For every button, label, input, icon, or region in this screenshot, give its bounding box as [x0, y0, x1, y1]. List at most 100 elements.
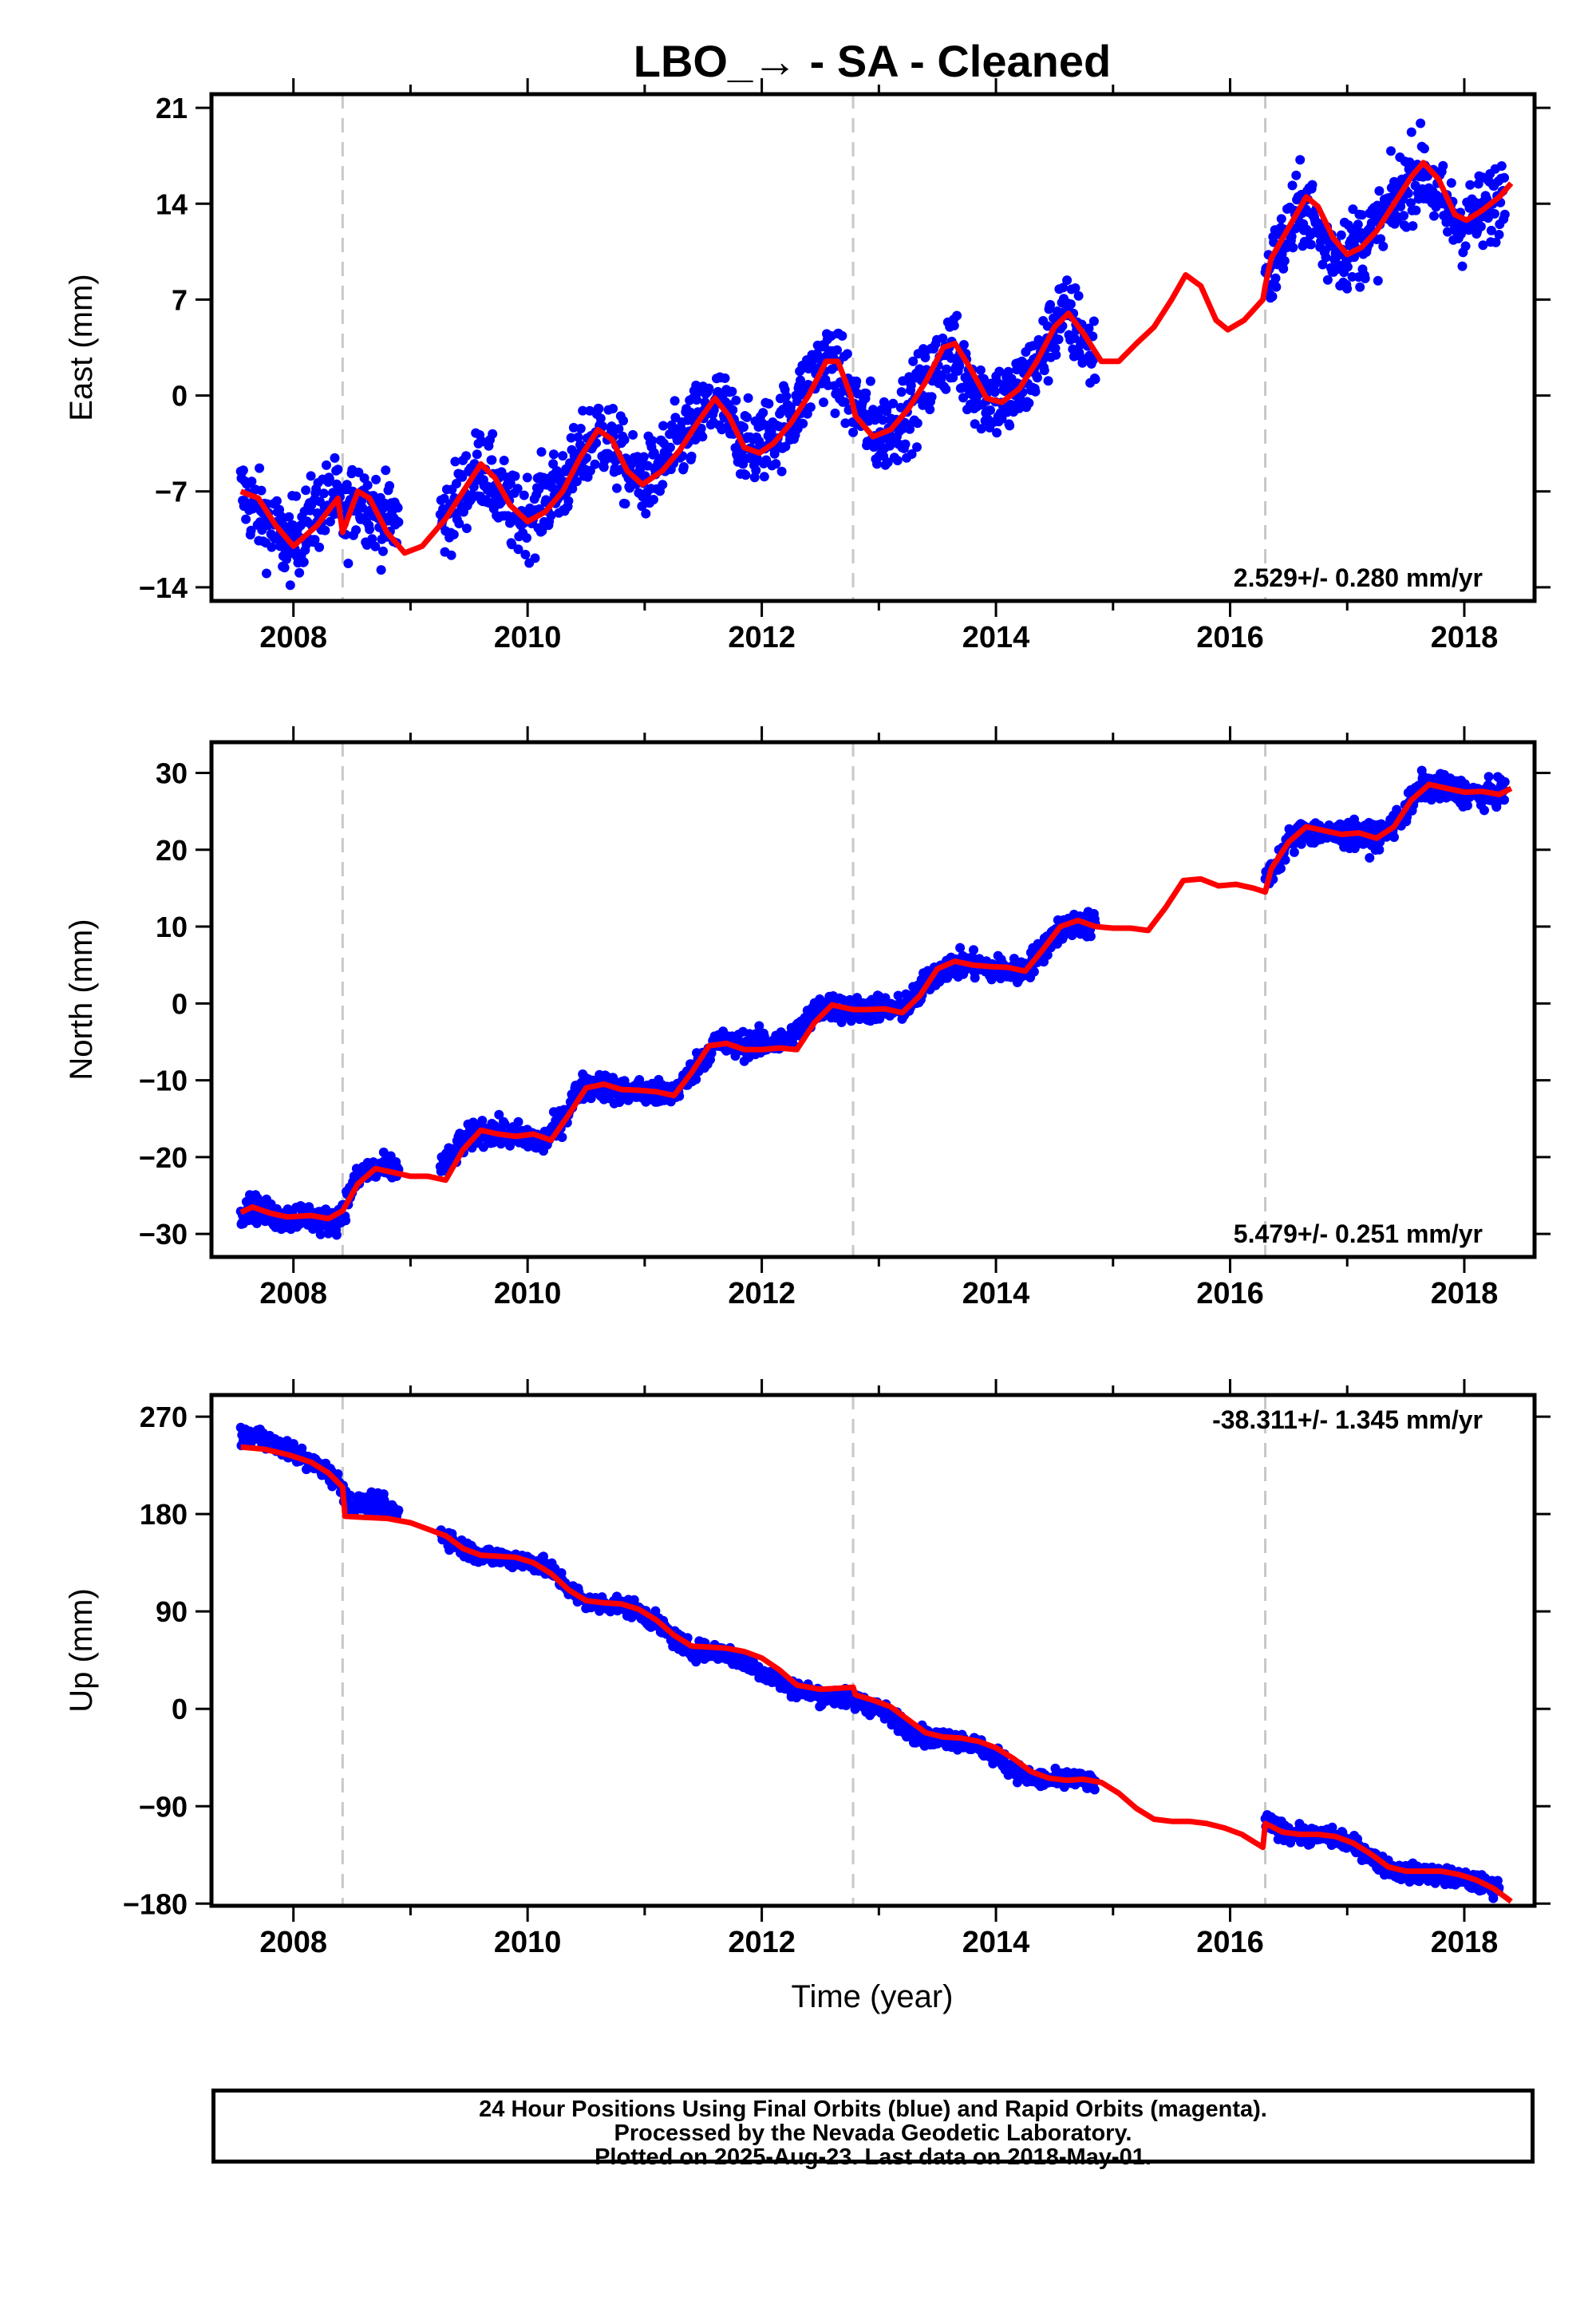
east-data-point — [1088, 316, 1099, 326]
north-data-point — [1029, 966, 1039, 977]
east-data-point — [900, 439, 911, 449]
north-rate-label: 5.479+/- 0.251 mm/yr — [1234, 1219, 1483, 1248]
east-data-point — [548, 449, 559, 460]
east-data-point — [393, 517, 404, 528]
east-data-point — [620, 499, 630, 509]
east-data-point — [649, 495, 658, 504]
north-y-axis-label: North (mm) — [64, 919, 99, 1080]
east-data-point — [499, 456, 509, 465]
north-data-point — [1499, 777, 1510, 787]
east-data-point — [759, 472, 769, 482]
east-data-point — [992, 428, 1002, 438]
east-data-point — [678, 462, 689, 472]
east-data-point — [454, 519, 464, 528]
east-data-point — [865, 376, 875, 386]
east-data-point — [510, 471, 520, 481]
east-data-point — [704, 383, 714, 393]
north-data-point — [970, 973, 980, 983]
east-data-point — [241, 514, 251, 524]
east-data-point — [1286, 231, 1297, 242]
east-data-point — [1403, 188, 1413, 199]
north-x-tick-label: 2016 — [1196, 1277, 1264, 1310]
east-data-point — [568, 422, 579, 433]
east-data-point — [548, 459, 559, 469]
east-data-point — [892, 456, 903, 465]
north-data-point — [691, 1074, 701, 1085]
east-data-point — [468, 482, 479, 492]
east-data-point — [976, 424, 986, 434]
north-data-point — [477, 1116, 488, 1126]
east-data-point — [439, 493, 449, 504]
east-data-point — [1438, 160, 1448, 171]
east-data-point — [958, 340, 969, 350]
north-daily-positions — [235, 765, 1510, 1240]
north-data-point — [942, 973, 952, 983]
east-data-point — [1406, 127, 1416, 137]
east-data-point — [371, 474, 381, 484]
east-data-point — [658, 480, 668, 490]
east-data-point — [1053, 334, 1064, 345]
east-data-point — [686, 451, 697, 461]
east-data-point — [370, 541, 381, 551]
east-data-point — [948, 373, 958, 383]
east-y-tick-label: −14 — [139, 571, 188, 604]
east-data-point — [1342, 283, 1353, 294]
north-data-point — [478, 1142, 488, 1152]
east-data-point — [522, 533, 531, 543]
east-data-point — [1357, 210, 1367, 220]
east-data-point — [238, 465, 248, 476]
east-data-point — [530, 553, 540, 563]
north-data-point — [1280, 855, 1290, 865]
east-data-point — [513, 544, 523, 555]
east-data-point — [912, 418, 922, 429]
east-data-point — [1489, 208, 1499, 219]
east-data-point — [743, 393, 753, 403]
east-data-point — [728, 405, 738, 415]
east-data-point — [590, 459, 600, 469]
east-data-point — [907, 449, 917, 459]
east-data-point — [452, 479, 461, 488]
east-data-point — [1307, 180, 1317, 190]
east-data-point — [758, 408, 768, 418]
up-panel: 2008 2010 2012 2014 2016 2018−180−90090180270… — [64, 1379, 1551, 1959]
east-y-axis-label: East (mm) — [64, 274, 99, 421]
east-data-point — [619, 435, 630, 445]
east-data-point — [908, 356, 918, 366]
east-data-point — [285, 580, 295, 591]
east-data-point — [647, 436, 658, 446]
east-data-point — [848, 427, 859, 437]
north-data-point — [1483, 772, 1494, 782]
north-data-point — [341, 1215, 351, 1226]
east-data-point — [594, 404, 604, 413]
east-data-point — [461, 524, 472, 533]
east-data-point — [952, 310, 962, 321]
east-data-point — [1374, 186, 1385, 196]
east-data-point — [741, 470, 751, 480]
east-data-point — [256, 485, 267, 496]
east-data-point — [1051, 350, 1061, 360]
north-data-point — [1499, 795, 1509, 805]
north-data-point — [955, 943, 966, 953]
east-data-point — [1429, 211, 1439, 221]
east-data-point — [1496, 161, 1507, 171]
east-data-point — [1271, 282, 1282, 292]
east-data-point — [738, 459, 749, 469]
east-x-tick-label: 2010 — [494, 621, 562, 654]
east-data-point — [367, 534, 377, 544]
east-data-point — [830, 408, 840, 418]
east-data-point — [1088, 331, 1098, 342]
east-data-point — [378, 546, 388, 556]
east-data-point — [994, 366, 1005, 377]
east-data-point — [298, 557, 309, 567]
east-y-tick-label: 21 — [156, 92, 188, 124]
up-data-point — [345, 1490, 355, 1500]
east-data-point — [618, 416, 628, 426]
north-data-point — [315, 1229, 326, 1239]
north-x-tick-label: 2018 — [1431, 1277, 1499, 1310]
east-data-point — [942, 364, 952, 374]
east-data-point — [1069, 333, 1080, 343]
up-data-point — [393, 1505, 404, 1516]
east-data-point — [861, 388, 871, 398]
east-data-point — [1399, 211, 1409, 221]
east-data-point — [1411, 205, 1421, 215]
